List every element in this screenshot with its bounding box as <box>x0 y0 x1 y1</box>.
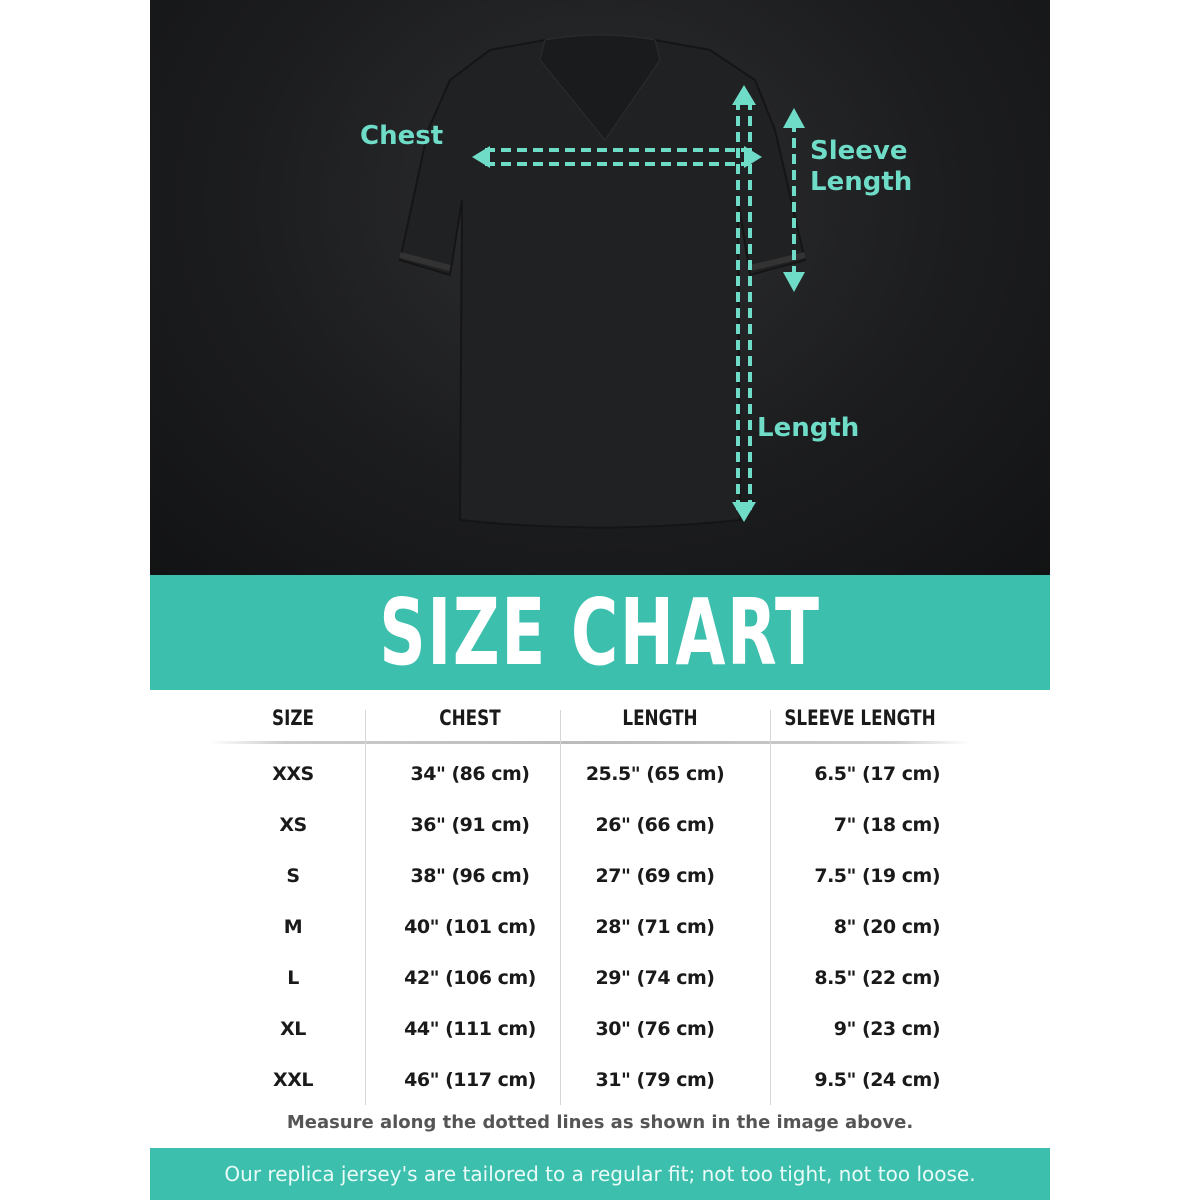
length-cell: 29" (74 cm) <box>595 967 715 989</box>
size-chart-banner: SIZE CHART <box>150 575 1050 690</box>
length-cell: 26" (66 cm) <box>595 814 715 836</box>
length-measure-arrow <box>736 100 752 510</box>
size-cell: M <box>283 916 303 938</box>
shirt-photo: Chest Sleeve Length Length <box>150 0 1050 575</box>
column-header: SLEEVE LENGTH <box>784 706 936 730</box>
chest-cell: 42" (106 cm) <box>404 967 536 989</box>
chest-cell: 36" (91 cm) <box>410 814 530 836</box>
column-divider <box>770 710 771 1105</box>
length-cell: 28" (71 cm) <box>595 916 715 938</box>
sleeve-cell: 8" (20 cm) <box>833 916 941 938</box>
column-divider <box>365 710 366 1105</box>
sleeve-cell: 7" (18 cm) <box>833 814 941 836</box>
shirt-collar <box>539 34 661 141</box>
chest-label: Chest <box>360 121 444 151</box>
sleeve-cell: 9" (23 cm) <box>833 1018 941 1040</box>
column-divider <box>560 710 561 1105</box>
measure-note: Measure along the dotted lines as shown … <box>286 1112 914 1133</box>
chest-cell: 44" (111 cm) <box>404 1018 536 1040</box>
header-divider <box>210 741 970 744</box>
length-cell: 31" (79 cm) <box>595 1069 715 1091</box>
column-header: CHEST <box>439 706 501 730</box>
chest-cell: 38" (96 cm) <box>410 865 530 887</box>
fit-footer-text: Our replica jersey's are tailored to a r… <box>224 1162 976 1186</box>
size-cell: L <box>287 967 299 989</box>
fit-footer: Our replica jersey's are tailored to a r… <box>150 1148 1050 1200</box>
length-cell: 25.5" (65 cm) <box>585 763 725 785</box>
sleeve-cell: 7.5" (19 cm) <box>814 865 940 887</box>
size-cell: XXL <box>273 1069 313 1091</box>
length-cell: 30" (76 cm) <box>595 1018 715 1040</box>
size-cell: S <box>286 865 300 887</box>
size-table: SIZE CHEST LENGTH SLEEVE LENGTH XXS 34" (86 c… <box>150 690 1050 1110</box>
chest-measure-arrow <box>485 148 750 166</box>
sleeve-cell: 8.5" (22 cm) <box>814 967 940 989</box>
size-cell: XL <box>280 1018 306 1040</box>
size-chart-title: SIZE CHART <box>379 579 821 686</box>
size-cell: XS <box>279 814 307 836</box>
length-label: Length <box>757 413 860 443</box>
sleeve-cell: 9.5" (24 cm) <box>814 1069 940 1091</box>
length-cell: 27" (69 cm) <box>595 865 715 887</box>
column-header: SIZE <box>271 706 314 730</box>
size-cell: XXS <box>272 763 314 785</box>
column-header: LENGTH <box>622 706 698 730</box>
sleeve-cell: 6.5" (17 cm) <box>814 763 940 785</box>
shirt-illustration <box>398 34 807 529</box>
sleeve-length-label: Sleeve Length <box>810 136 913 197</box>
chest-cell: 46" (117 cm) <box>404 1069 536 1091</box>
chest-cell: 40" (101 cm) <box>404 916 536 938</box>
chest-cell: 34" (86 cm) <box>410 763 530 785</box>
